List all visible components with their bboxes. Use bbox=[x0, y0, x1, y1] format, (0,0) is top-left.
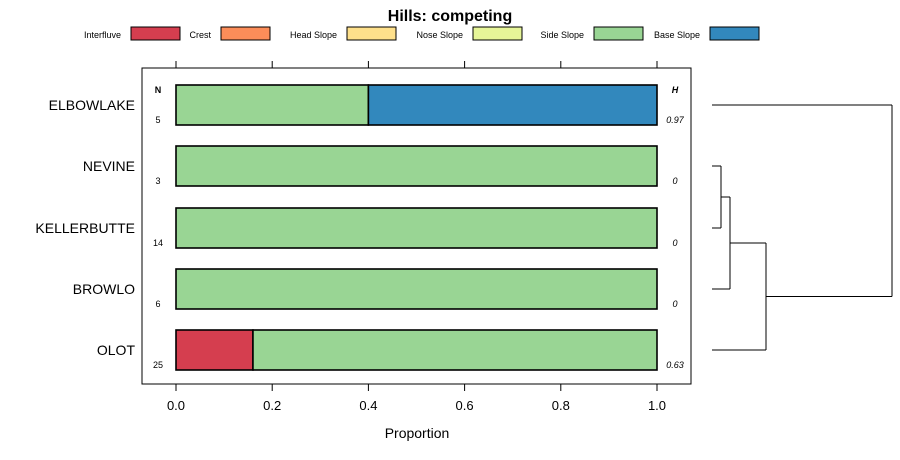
row-label-2: KELLERBUTTE bbox=[35, 220, 135, 236]
legend-swatch-2 bbox=[346, 26, 397, 41]
x-tick-label-2: 0.4 bbox=[359, 398, 377, 413]
row-labels: ELBOWLAKE NEVINE KELLERBUTTE BROWLO OLOT bbox=[35, 97, 135, 358]
n-header: N bbox=[155, 85, 162, 95]
h-value-3: 0 bbox=[672, 299, 677, 309]
x-tick-label-5: 1.0 bbox=[648, 398, 666, 413]
legend-label-2: Head Slope bbox=[290, 30, 337, 40]
bar-segment-kellerbutte-side-slope bbox=[175, 207, 658, 249]
x-axis-label: Proportion bbox=[385, 425, 450, 441]
legend: Interfluve Crest Head Slope Nose Slope Side … bbox=[84, 26, 760, 41]
bar-segment-elbowlake-side-slope bbox=[175, 84, 370, 126]
x-axis: 0.0 0.2 0.4 0.6 0.8 1.0 bbox=[167, 384, 666, 413]
bar-segment-olot-interfluve bbox=[175, 329, 254, 371]
legend-label-0: Interfluve bbox=[84, 30, 121, 40]
row-label-3: BROWLO bbox=[73, 281, 135, 297]
x-tick-label-4: 0.8 bbox=[552, 398, 570, 413]
plot-panel bbox=[141, 67, 692, 385]
h-value-4: 0.63 bbox=[666, 360, 684, 370]
legend-label-5: Base Slope bbox=[654, 30, 700, 40]
h-value-1: 0 bbox=[672, 176, 677, 186]
h-header: H bbox=[672, 85, 679, 95]
n-value-2: 14 bbox=[153, 238, 163, 248]
row-label-0: ELBOWLAKE bbox=[49, 97, 135, 113]
bar-segment-nevine-side-slope bbox=[175, 145, 658, 187]
x-tick-label-3: 0.6 bbox=[456, 398, 474, 413]
h-values: 0.97 0 0 0 0.63 bbox=[666, 115, 685, 370]
row-label-4: OLOT bbox=[97, 342, 136, 358]
n-value-1: 3 bbox=[155, 176, 160, 186]
h-value-0: 0.97 bbox=[666, 115, 685, 125]
h-value-2: 0 bbox=[672, 238, 677, 248]
legend-swatch-5 bbox=[709, 26, 760, 41]
legend-swatch-0 bbox=[130, 26, 181, 41]
n-value-4: 25 bbox=[153, 360, 163, 370]
bar-segment-elbowlake-base-slope bbox=[367, 84, 658, 126]
bar-segment-olot-side-slope bbox=[252, 329, 658, 371]
x-tick-label-1: 0.2 bbox=[263, 398, 281, 413]
n-values: 5 3 14 6 25 bbox=[153, 115, 163, 370]
chart-title: Hills: competing bbox=[388, 8, 512, 25]
top-axis-ticks bbox=[175, 61, 658, 68]
legend-label-1: Crest bbox=[189, 30, 211, 40]
dendrogram bbox=[712, 104, 893, 351]
n-value-3: 6 bbox=[155, 299, 160, 309]
bar-segment-browlo-side-slope bbox=[175, 268, 658, 310]
bars bbox=[175, 84, 658, 371]
x-tick-label-0: 0.0 bbox=[167, 398, 185, 413]
legend-label-4: Side Slope bbox=[540, 30, 584, 40]
legend-label-3: Nose Slope bbox=[416, 30, 463, 40]
n-value-0: 5 bbox=[155, 115, 160, 125]
legend-swatch-4 bbox=[593, 26, 644, 41]
legend-swatch-3 bbox=[472, 26, 523, 41]
row-label-1: NEVINE bbox=[83, 158, 135, 174]
legend-swatch-1 bbox=[220, 26, 271, 41]
